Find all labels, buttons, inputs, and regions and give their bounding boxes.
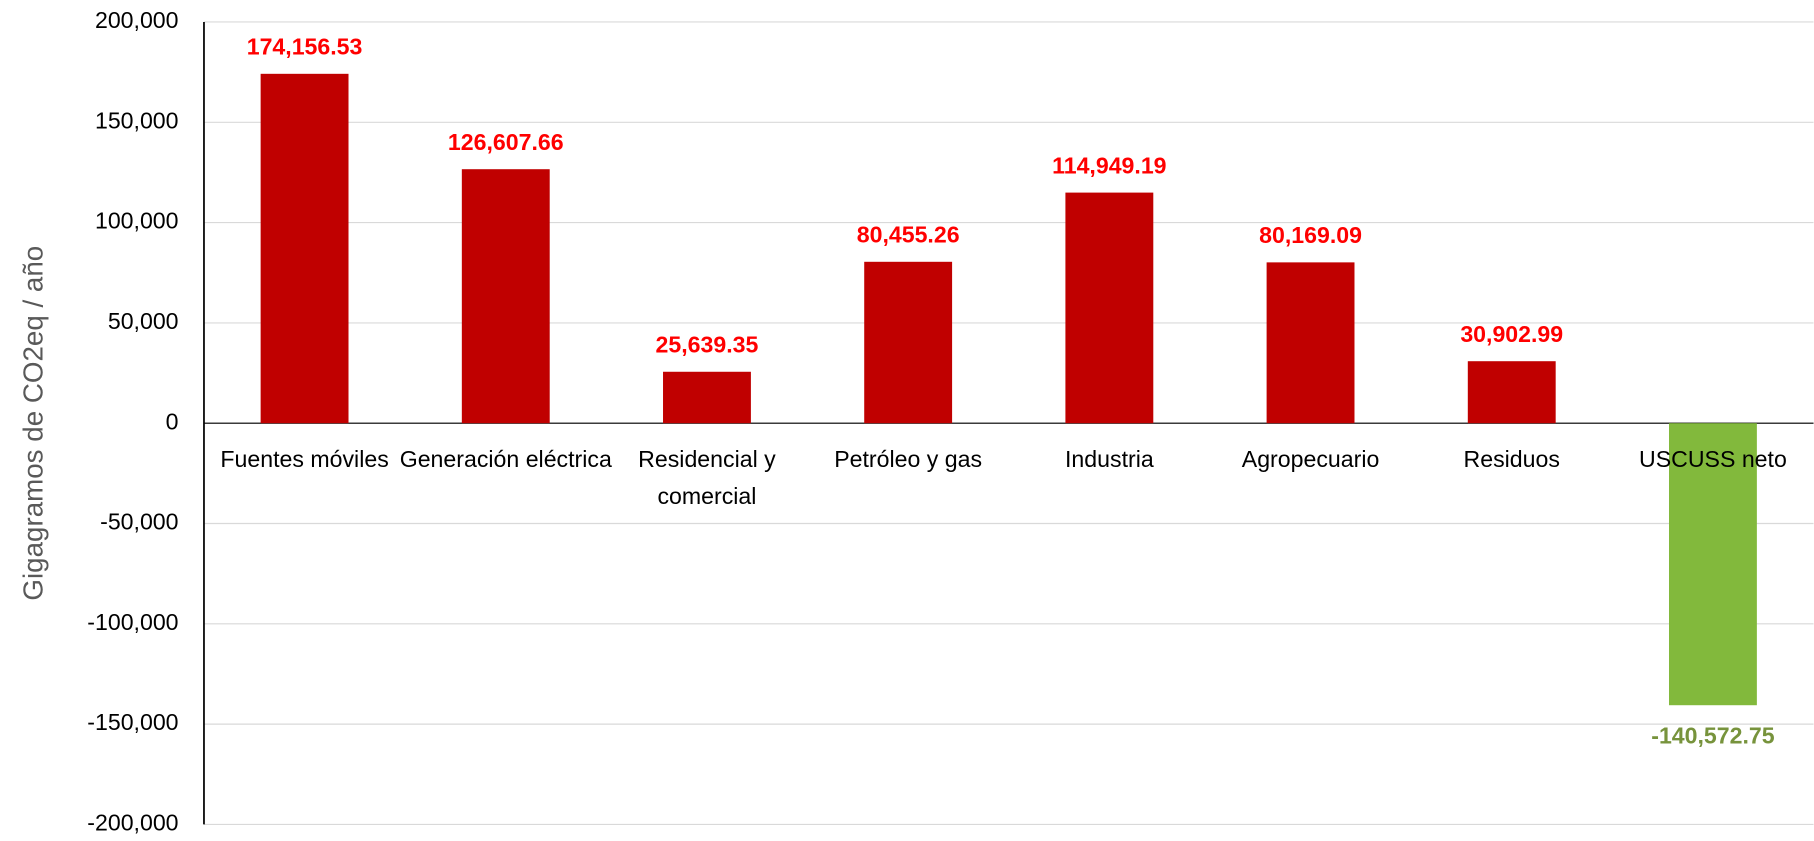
y-tick-label: -50,000	[100, 509, 178, 535]
y-axis-label: Gigagramos de CO2eq / año	[17, 246, 48, 601]
y-tick-label: 0	[166, 408, 179, 434]
y-tick-label: 200,000	[95, 7, 179, 33]
data-label: 30,902.99	[1460, 321, 1563, 347]
bar	[461, 169, 550, 424]
x-tick-label-box: Petróleo y gas	[834, 447, 983, 473]
data-label: 25,639.35	[656, 331, 759, 357]
x-tick-label-box: Residuos	[1463, 447, 1560, 473]
y-tick-label: 50,000	[108, 308, 179, 334]
x-tick-label: Generación eléctrica	[399, 447, 612, 473]
y-tick-label: 150,000	[95, 107, 179, 133]
data-label: -140,572.75	[1651, 723, 1775, 749]
x-tick-label: Fuentes móviles	[220, 447, 389, 473]
y-tick-label: -150,000	[87, 709, 178, 735]
x-tick-label: Residencial y comercial	[638, 447, 776, 510]
data-label: 174,156.53	[247, 33, 363, 59]
x-tick-label-box: Fuentes móviles	[220, 447, 389, 473]
x-tick-label-box: Agropecuario	[1241, 447, 1380, 473]
x-tick-label-box: USCUSS neto	[1639, 447, 1787, 473]
bar	[1467, 361, 1556, 424]
x-tick-label-box: Industria	[1064, 447, 1154, 473]
x-tick-label: USCUSS neto	[1639, 447, 1787, 473]
data-label: 126,607.66	[448, 129, 564, 155]
y-tick-label: -200,000	[87, 810, 178, 836]
y-tick-label: -100,000	[87, 609, 178, 635]
x-tick-label-box: Residencial y comercial	[638, 447, 776, 510]
x-tick-label: Residuos	[1463, 447, 1560, 473]
bar	[864, 261, 953, 424]
x-tick-label-box: Generación eléctrica	[399, 447, 612, 473]
bar	[1668, 423, 1757, 706]
x-tick-label: Industria	[1064, 447, 1154, 473]
x-tick-label: Agropecuario	[1241, 447, 1380, 473]
x-tick-label: Petróleo y gas	[834, 447, 983, 473]
bar	[1065, 192, 1154, 424]
y-tick-label: 100,000	[95, 208, 179, 234]
data-label: 114,949.19	[1052, 152, 1166, 178]
bar	[260, 73, 349, 424]
bar	[663, 371, 751, 424]
data-label: 80,169.09	[1259, 222, 1362, 248]
data-label: 80,455.26	[857, 221, 960, 247]
bar	[1266, 262, 1355, 424]
